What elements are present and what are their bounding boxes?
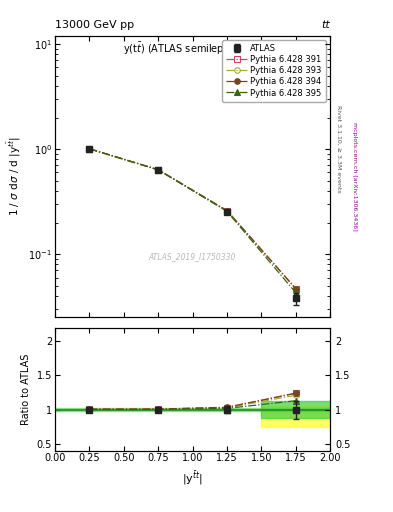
- X-axis label: |y$^{\bar{t}t}$|: |y$^{\bar{t}t}$|: [182, 469, 203, 486]
- Text: mcplots.cern.ch [arXiv:1306.3436]: mcplots.cern.ch [arXiv:1306.3436]: [352, 122, 357, 231]
- Y-axis label: 1 / $\sigma$ d$\sigma$ / d |y$^{t\bar{t}}$|: 1 / $\sigma$ d$\sigma$ / d |y$^{t\bar{t}…: [6, 137, 23, 217]
- Text: Rivet 3.1.10, ≥ 3.3M events: Rivet 3.1.10, ≥ 3.3M events: [336, 104, 341, 193]
- Legend: ATLAS, Pythia 6.428 391, Pythia 6.428 393, Pythia 6.428 394, Pythia 6.428 395: ATLAS, Pythia 6.428 391, Pythia 6.428 39…: [222, 40, 326, 102]
- Text: y(t$\bar{t}$) (ATLAS semileptonic t$\bar{t}$): y(t$\bar{t}$) (ATLAS semileptonic t$\bar…: [123, 41, 263, 57]
- Text: tt: tt: [321, 20, 330, 30]
- Text: ATLAS_2019_I1750330: ATLAS_2019_I1750330: [149, 252, 236, 261]
- Y-axis label: Ratio to ATLAS: Ratio to ATLAS: [21, 353, 31, 425]
- Text: 13000 GeV pp: 13000 GeV pp: [55, 20, 134, 30]
